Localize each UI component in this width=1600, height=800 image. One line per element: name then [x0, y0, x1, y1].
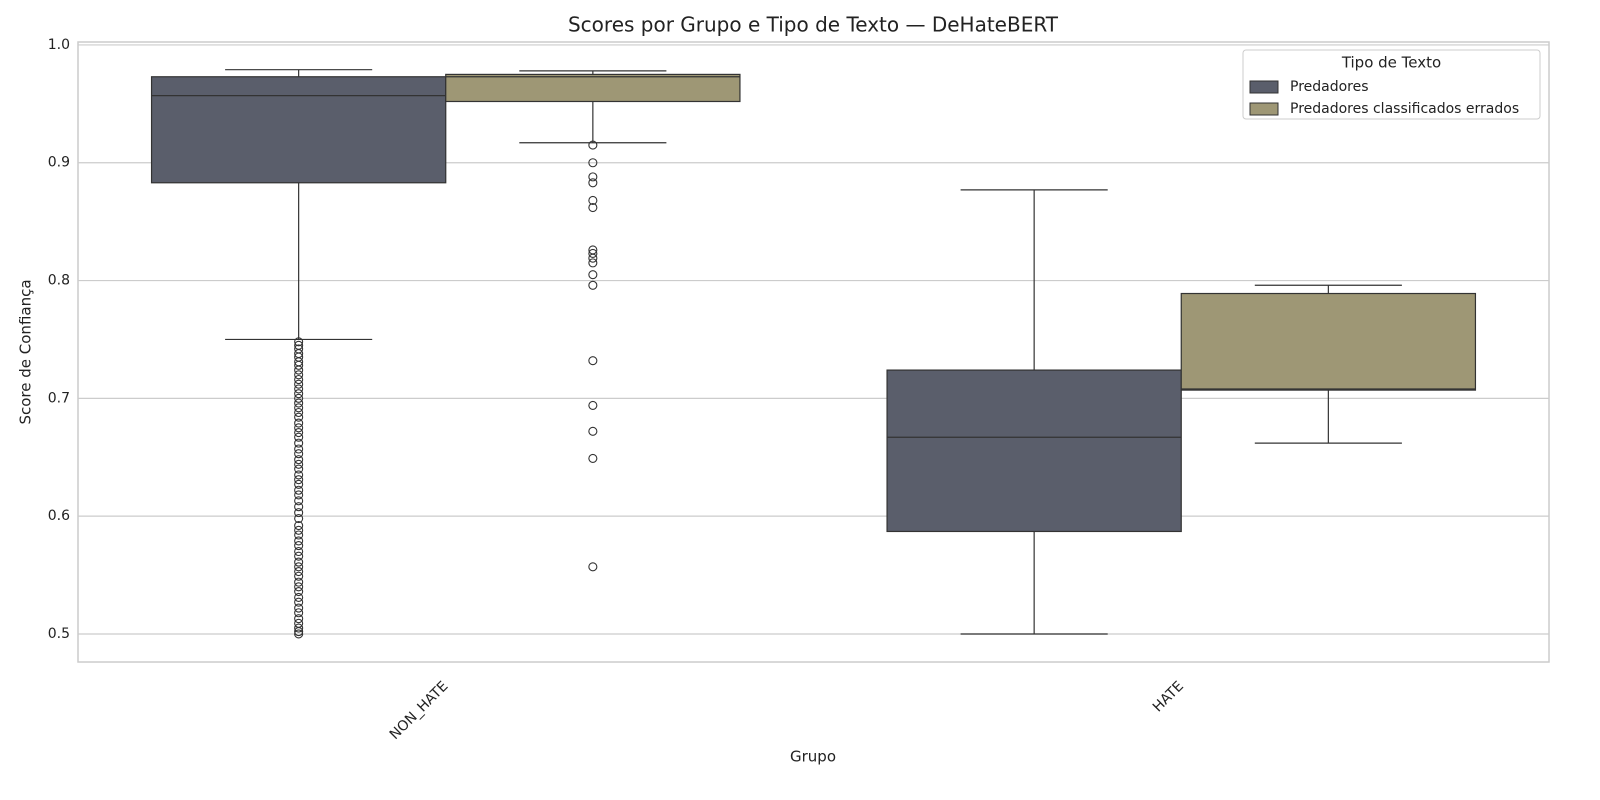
outlier	[294, 444, 304, 454]
outlier	[294, 597, 304, 607]
outlier	[294, 398, 304, 408]
outlier	[294, 587, 304, 597]
outlier	[588, 270, 598, 280]
box	[1180, 292, 1477, 391]
outlier	[294, 370, 304, 380]
legend-label: Predadores	[1290, 79, 1369, 95]
outlier	[294, 608, 304, 618]
outlier	[294, 530, 304, 540]
outlier	[294, 508, 304, 518]
outlier	[294, 536, 304, 546]
outlier	[294, 475, 304, 485]
x-tick-label: HATE	[1150, 678, 1187, 715]
outlier	[294, 551, 304, 561]
outlier	[294, 490, 304, 500]
outlier	[294, 603, 304, 613]
outlier	[588, 453, 598, 463]
legend-box	[1242, 49, 1541, 120]
legend-swatch	[1249, 102, 1279, 116]
outlier	[294, 496, 304, 506]
legend-swatch	[1249, 80, 1279, 94]
outlier	[294, 449, 304, 459]
outlier	[294, 627, 304, 637]
y-tick-label: 0.9	[48, 155, 70, 171]
outlier	[294, 546, 304, 557]
outlier	[294, 423, 304, 433]
outlier	[294, 577, 304, 587]
outlier	[588, 140, 598, 150]
outlier	[294, 418, 304, 428]
outlier	[294, 403, 304, 413]
outlier	[294, 412, 304, 422]
outlier	[294, 521, 304, 531]
y-tick-label: 0.7	[48, 390, 70, 406]
outlier	[588, 202, 598, 213]
y-tick-label: 1.0	[48, 37, 70, 53]
outlier	[294, 502, 304, 512]
outlier	[294, 389, 304, 399]
outlier	[294, 592, 304, 602]
outlier	[294, 384, 304, 394]
outlier	[294, 360, 304, 370]
outlier	[294, 455, 304, 465]
outlier	[294, 513, 304, 524]
box	[445, 73, 741, 103]
outlier	[294, 541, 304, 551]
outlier	[294, 365, 304, 375]
outlier	[588, 562, 598, 572]
outlier	[294, 374, 304, 385]
outlier	[294, 485, 304, 495]
outlier	[588, 426, 598, 436]
outlier	[294, 464, 304, 474]
outlier	[294, 571, 304, 581]
outlier	[588, 280, 598, 290]
outlier	[294, 623, 304, 633]
outlier	[294, 393, 304, 403]
outlier	[588, 356, 598, 366]
outlier	[294, 582, 304, 592]
outlier	[588, 195, 598, 205]
outlier	[294, 407, 304, 418]
legend-label: Predadores classificados errados	[1290, 101, 1519, 117]
outlier	[294, 566, 304, 577]
y-tick-label: 0.5	[48, 626, 70, 642]
box	[886, 369, 1182, 533]
outlier	[294, 614, 304, 624]
outlier	[294, 459, 304, 469]
outlier	[294, 562, 304, 572]
outlier	[588, 248, 598, 259]
outlier	[588, 178, 598, 188]
y-axis-label: Score de Confiança	[17, 279, 35, 424]
outlier	[588, 172, 598, 182]
outlier	[588, 253, 598, 263]
box	[150, 76, 447, 184]
chart-title: Scores por Grupo e Tipo de Texto — DeHat…	[568, 13, 1059, 37]
x-axis-label: Grupo	[790, 748, 836, 766]
legend-title: Tipo de Texto	[1341, 54, 1441, 72]
outlier	[588, 258, 598, 268]
outlier	[294, 525, 304, 535]
y-tick-label: 0.6	[48, 508, 70, 524]
x-tick-label: NON_HATE	[387, 678, 452, 743]
outlier	[294, 427, 304, 438]
outlier	[294, 432, 304, 442]
y-tick-label: 0.8	[48, 273, 70, 289]
outlier	[294, 438, 304, 448]
outlier	[294, 479, 304, 489]
outlier	[588, 400, 598, 410]
outlier	[294, 557, 304, 567]
outlier	[294, 379, 304, 389]
outlier	[294, 470, 304, 480]
outlier	[294, 629, 304, 639]
outlier	[294, 337, 304, 347]
outlier	[588, 158, 598, 168]
